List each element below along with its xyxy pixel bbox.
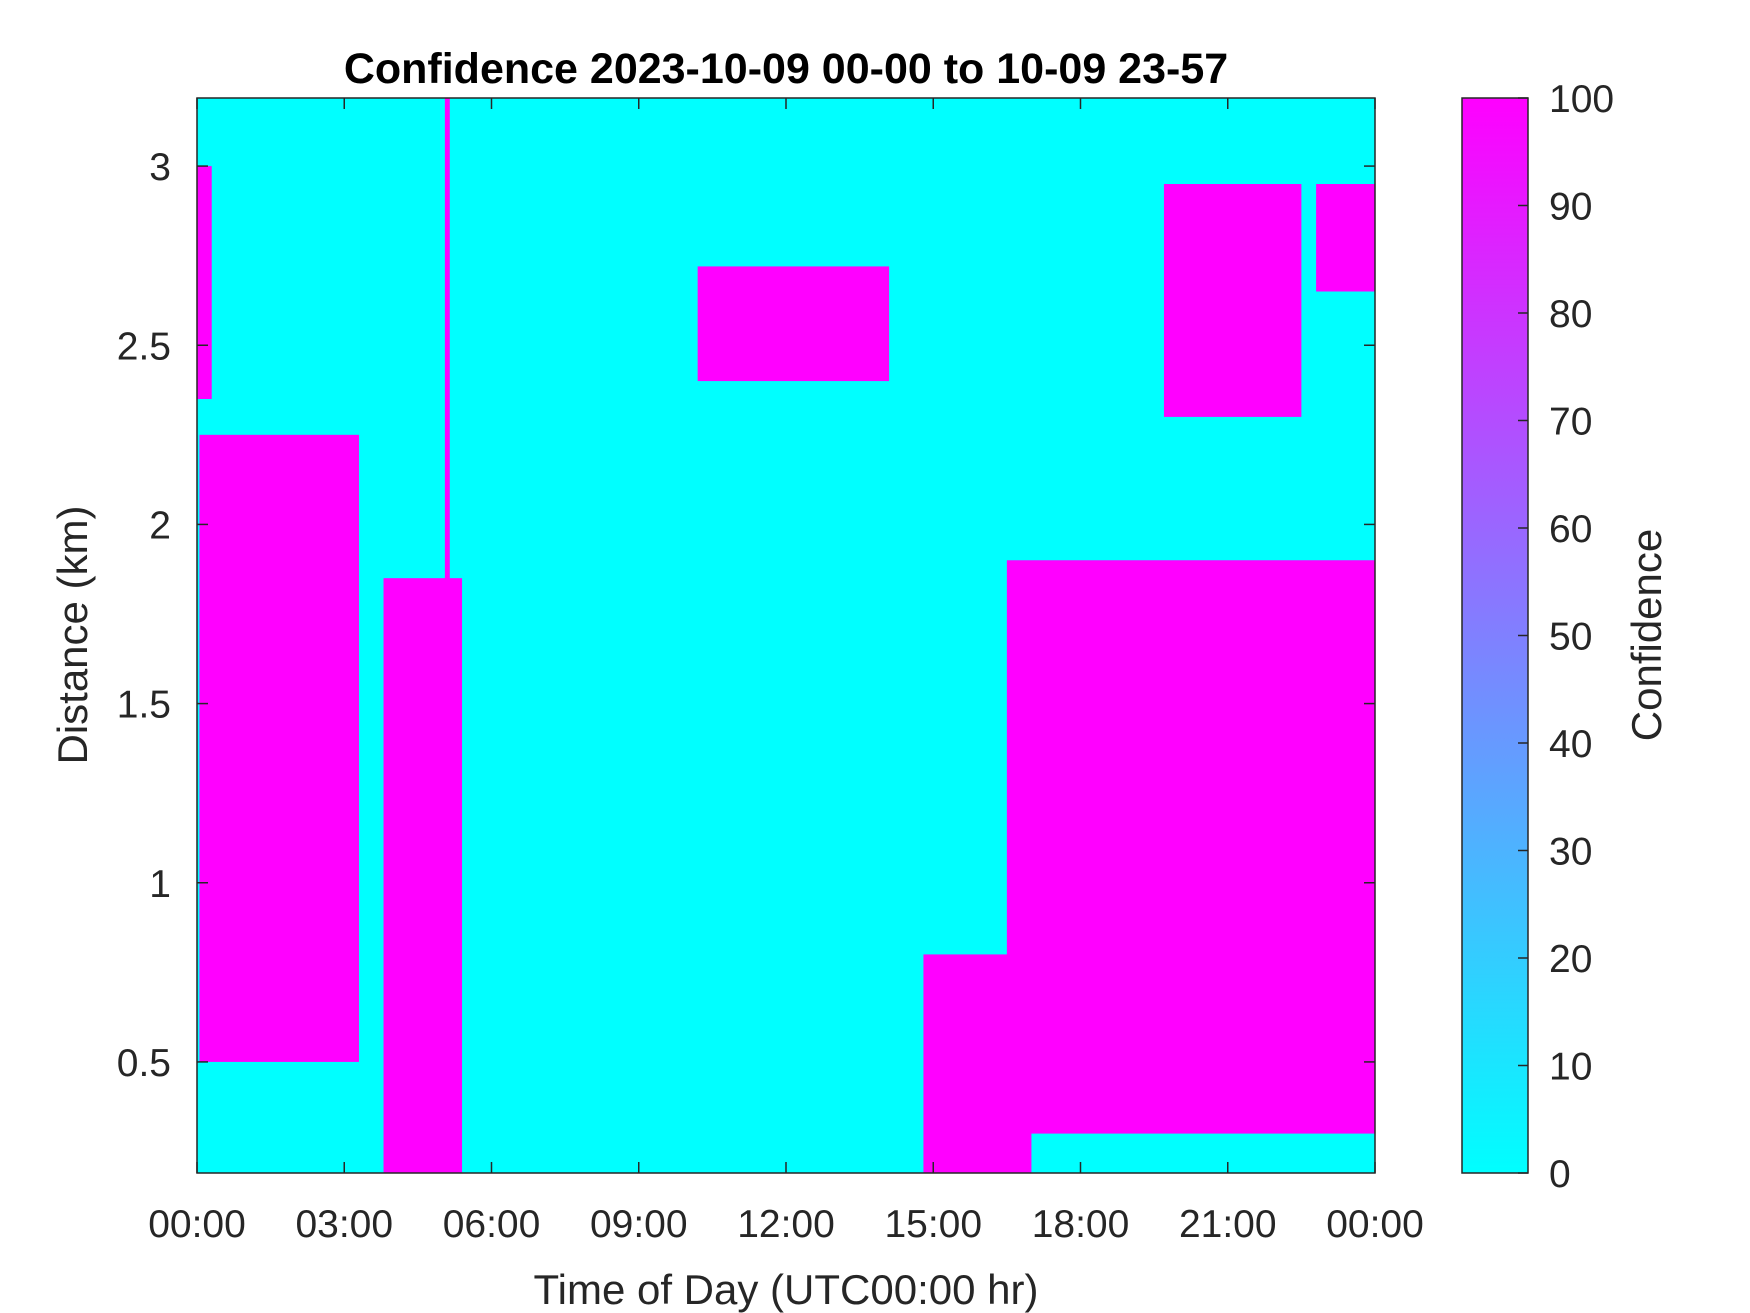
x-tick-label: 06:00 <box>443 1203 541 1246</box>
heatmap-region <box>1163 184 1302 417</box>
colorbar-tick-label: 30 <box>1549 831 1592 874</box>
colorbar-tick-label: 20 <box>1549 938 1592 981</box>
colorbar-tick-label: 40 <box>1549 723 1592 766</box>
colorbar-tick-label: 50 <box>1549 616 1592 659</box>
x-axis-ticks: 00:00 03:00 06:00 09:00 12:00 15:00 18:00 21:00… <box>148 98 1424 1246</box>
heatmap-cells <box>197 98 1375 1173</box>
chart-title: Confidence 2023-10-09 00-00 to 10-09 23-… <box>344 45 1228 93</box>
colorbar-tick-label: 90 <box>1549 186 1592 229</box>
colorbar-tick-label: 100 <box>1549 78 1614 121</box>
heatmap-region <box>383 578 463 1173</box>
x-tick-label: 03:00 <box>295 1203 393 1246</box>
y-tick-label: 3 <box>149 146 171 189</box>
heatmap-region <box>199 434 359 1062</box>
x-tick-label: 00:00 <box>148 1203 246 1246</box>
y-tick-label: 0.5 <box>117 1042 171 1085</box>
y-tick-label: 1 <box>149 863 171 906</box>
y-tick-label: 1.5 <box>117 684 171 727</box>
x-tick-label: 15:00 <box>884 1203 982 1246</box>
heatmap-region <box>697 266 890 382</box>
colorbar-tick-label: 0 <box>1549 1153 1571 1196</box>
heatmap-region <box>1316 184 1375 292</box>
plot-area <box>196 97 1376 1174</box>
colorbar-tick-label: 70 <box>1549 401 1592 444</box>
y-axis-label: Distance (km) <box>49 505 96 764</box>
x-tick-label: 12:00 <box>737 1203 835 1246</box>
colorbar-ticks: 0 10 20 30 40 50 60 70 80 90 100 <box>1518 78 1614 1196</box>
y-axis-ticks: 0.5 1 1.5 2 2.5 3 <box>117 146 1375 1085</box>
heatmap-region <box>1006 560 1375 1134</box>
x-tick-label: 09:00 <box>590 1203 688 1246</box>
x-tick-label: 00:00 <box>1326 1203 1424 1246</box>
colorbar-tick-label: 10 <box>1549 1046 1592 1089</box>
x-axis-label: Time of Day (UTC00:00 hr) <box>534 1266 1039 1313</box>
heatmap-region <box>444 98 450 1173</box>
y-tick-label: 2 <box>149 504 171 547</box>
colorbar-tick-label: 60 <box>1549 508 1592 551</box>
colorbar-tick-label: 80 <box>1549 293 1592 336</box>
x-tick-label: 18:00 <box>1032 1203 1130 1246</box>
colorbar <box>1461 97 1529 1174</box>
x-tick-label: 21:00 <box>1179 1203 1277 1246</box>
heatmap-region <box>197 166 212 399</box>
y-tick-label: 2.5 <box>117 325 171 368</box>
colorbar-label: Confidence <box>1623 529 1670 741</box>
